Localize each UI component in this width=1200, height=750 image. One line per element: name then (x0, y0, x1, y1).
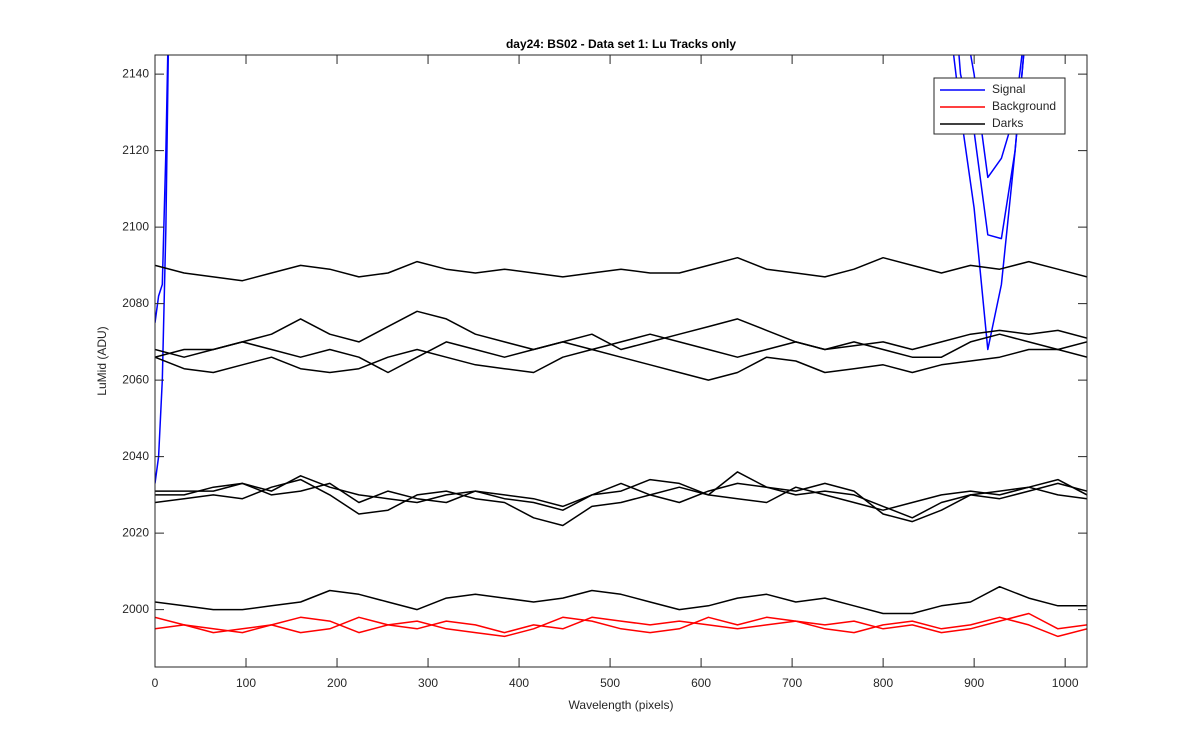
legend-label: Darks (992, 116, 1023, 130)
x-tick-label: 700 (782, 676, 802, 690)
series-line (155, 256, 1087, 282)
series-line (155, 55, 1025, 323)
y-tick-label: 2120 (122, 143, 149, 157)
lines (155, 55, 1087, 638)
x-tick-label: 400 (509, 676, 529, 690)
series-line (155, 471, 1087, 523)
y-tick-label: 2060 (122, 372, 149, 386)
series-line (155, 616, 1087, 638)
series-line (155, 333, 1087, 374)
chart-title: day24: BS02 - Data set 1: Lu Tracks only (506, 37, 736, 51)
x-tick-label: 600 (691, 676, 711, 690)
legend-label: Signal (992, 82, 1025, 96)
y-tick-label: 2100 (122, 219, 149, 233)
x-tick-label: 100 (236, 676, 256, 690)
x-tick-label: 200 (327, 676, 347, 690)
y-tick-label: 2020 (122, 525, 149, 539)
series-line (155, 612, 1087, 634)
x-axis-label: Wavelength (pixels) (569, 698, 674, 712)
y-tick-label: 2140 (122, 66, 149, 80)
series-line (155, 310, 1087, 358)
series-line (155, 478, 1087, 527)
x-tick-label: 900 (964, 676, 984, 690)
x-tick-label: 800 (873, 676, 893, 690)
series-line (155, 475, 1087, 519)
y-axis-label: LuMid (ADU) (95, 326, 109, 395)
axes-box (154, 54, 1088, 668)
series-line (155, 585, 1087, 615)
y-tick-label: 2040 (122, 449, 149, 463)
y-tick-label: 2000 (122, 602, 149, 616)
series-line (155, 348, 1087, 381)
x-tick-label: 0 (152, 676, 159, 690)
legend-label: Background (992, 99, 1056, 113)
y-tick-label: 2080 (122, 296, 149, 310)
x-tick-label: 500 (600, 676, 620, 690)
x-tick-label: 300 (418, 676, 438, 690)
x-tick-label: 1000 (1052, 676, 1079, 690)
plot-area (155, 55, 1087, 667)
